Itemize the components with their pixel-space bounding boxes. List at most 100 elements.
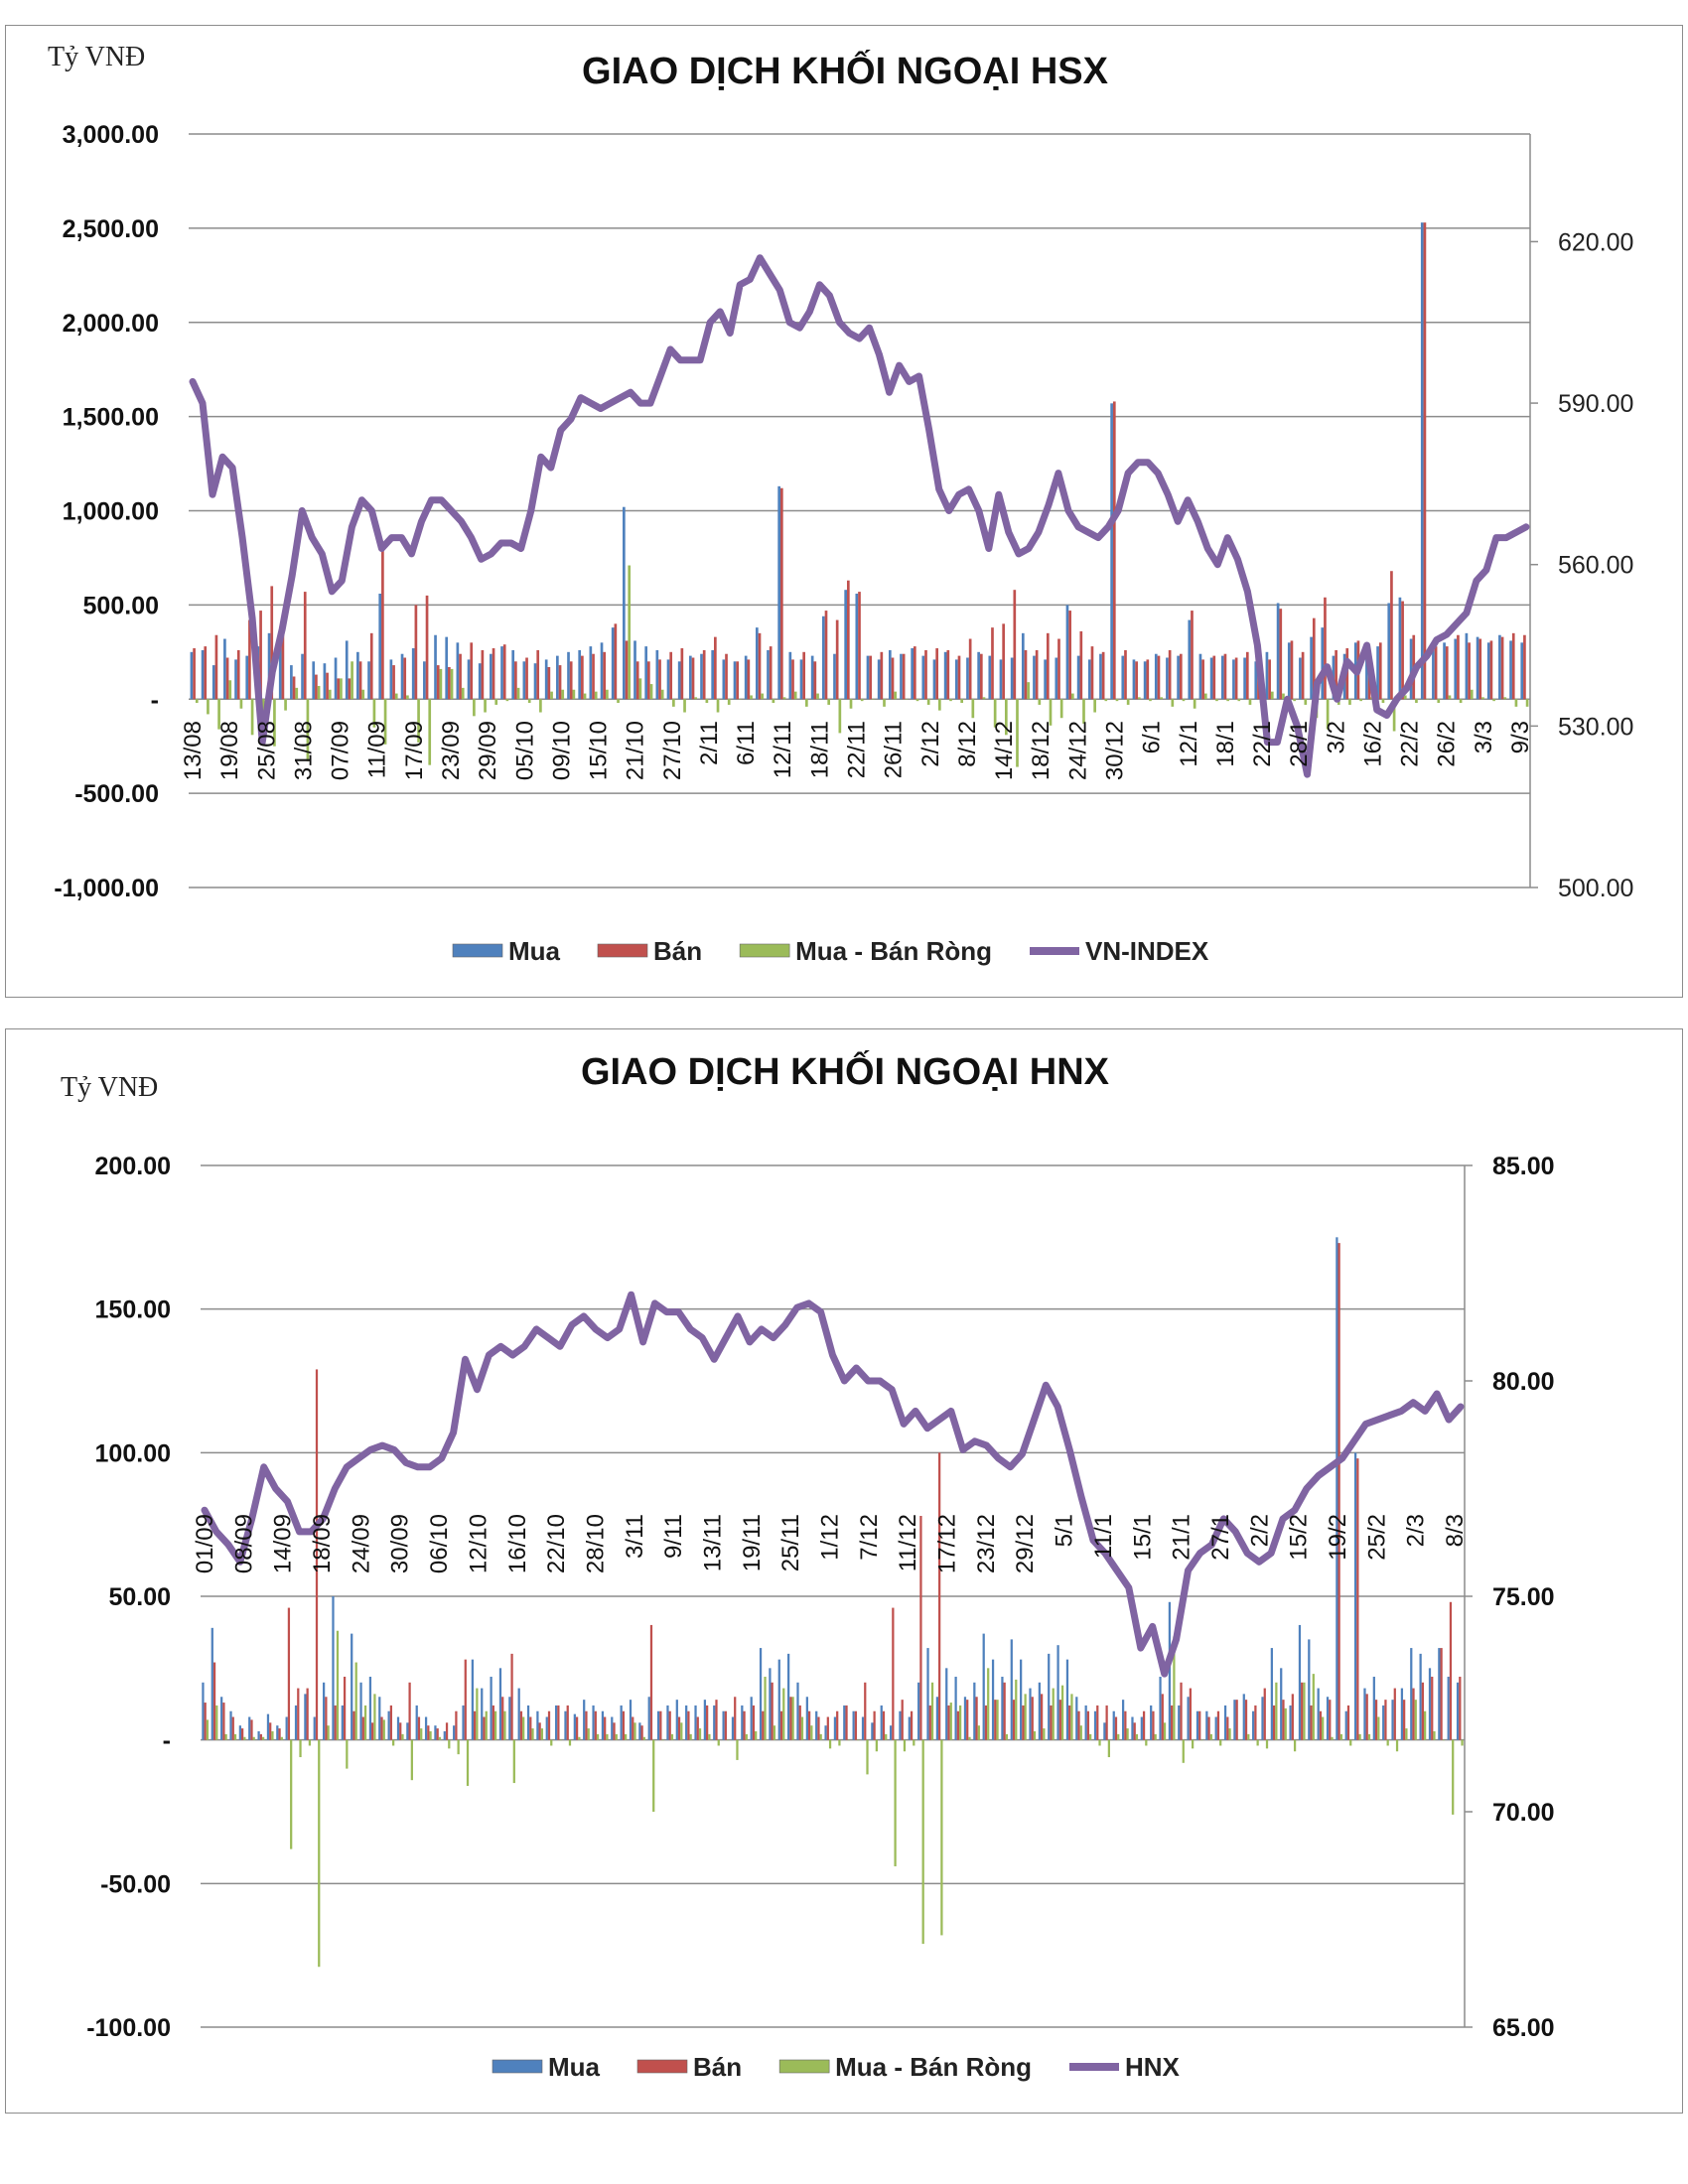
hnx-sell-bar	[864, 1682, 867, 1740]
hsx-sell-bar	[1290, 640, 1294, 700]
hnx-sell-bar	[408, 1682, 411, 1740]
hsx-net-bar	[228, 680, 232, 700]
hsx-sell-bar	[481, 649, 485, 700]
hnx-x-tick-label: 5/1	[1052, 1514, 1078, 1547]
hnx-net-bar	[949, 1703, 952, 1740]
hnx-buy-bar	[899, 1710, 902, 1740]
hsx-x-tick-label: 22/1	[1249, 721, 1276, 767]
hsx-net-bar	[694, 697, 698, 700]
hsx-net-bar	[1359, 699, 1362, 702]
hnx-net-bar	[615, 1733, 618, 1740]
hsx-x-tick-label: 22/2	[1397, 721, 1424, 767]
hsx-buy-bar	[456, 642, 460, 700]
hnx-sell-bar	[436, 1728, 439, 1740]
hnx-y-tick-label: 150.00	[95, 1297, 171, 1324]
hnx-x-tick-label: 16/10	[504, 1514, 531, 1573]
hsx-sell-bar	[392, 665, 395, 700]
hsx-x-tick-label: 16/2	[1359, 721, 1386, 767]
hsx-net-bar	[1226, 699, 1229, 702]
hsx-net-bar	[351, 661, 353, 700]
hnx-sell-bar	[250, 1719, 253, 1740]
hsx-buy-bar	[744, 655, 748, 700]
hnx-net-bar	[224, 1733, 227, 1740]
hnx-buy-bar	[1038, 1682, 1041, 1740]
hsx-sell-bar	[470, 642, 474, 700]
hsx-sell-bar	[381, 548, 384, 700]
hnx-sell-bar	[1114, 1716, 1118, 1740]
hnx-buy-bar	[341, 1705, 344, 1740]
hnx-x-tick-label: 21/1	[1169, 1514, 1196, 1561]
hnx-net-bar	[1126, 1728, 1129, 1740]
hnx-buy-bar	[453, 1725, 456, 1740]
hsx-chart-panel: Tỷ VNĐ GIAO DỊCH KHỐI NGOẠI HSX 3,000.00…	[5, 25, 1683, 998]
hsx-buy-bar	[600, 642, 604, 700]
hnx-net-bar	[485, 1710, 488, 1740]
hsx-buy-bar	[1243, 657, 1246, 700]
hnx-net-bar	[1358, 1733, 1361, 1740]
hnx-buy-bar	[1438, 1648, 1441, 1740]
hnx-sell-bar	[826, 1716, 829, 1740]
hnx-buy-bar	[1029, 1688, 1032, 1740]
hnx-net-bar	[1386, 1739, 1389, 1746]
hsx-buy-bar	[312, 661, 316, 700]
hnx-net-bar	[1339, 1733, 1343, 1740]
hsx-buy-bar	[1509, 640, 1512, 700]
hsx-x-tick-label: 19/08	[216, 721, 243, 780]
hnx-unit-label: Tỷ VNĐ	[61, 1072, 158, 1103]
hsx-buy-bar	[500, 646, 503, 700]
hsx-net-bar	[949, 699, 952, 702]
hnx-sell-bar	[334, 1705, 337, 1740]
hsx-sell-bar	[492, 648, 495, 700]
hnx-net-bar	[1367, 1733, 1371, 1740]
hsx-sell-bar	[824, 611, 828, 700]
hsx-sell-bar	[691, 657, 695, 700]
hnx-buy-bar	[313, 1716, 316, 1740]
hnx-buy-bar	[481, 1688, 484, 1740]
hnx-sell-bar	[1086, 1710, 1090, 1740]
hnx-sell-bar	[529, 1716, 532, 1740]
hnx-net-bar	[1145, 1739, 1148, 1746]
hnx-buy-bar	[861, 1716, 865, 1740]
hnx-legend-swatch-net	[778, 2059, 830, 2074]
hsx-sell-bar	[1312, 617, 1316, 700]
hnx-net-bar	[625, 1733, 628, 1740]
hnx-buy-bar	[415, 1705, 418, 1740]
hnx-net-bar	[243, 1736, 246, 1740]
hnx-sell-bar	[1431, 1677, 1434, 1740]
hsx-x-tick-label: 6/11	[733, 721, 760, 765]
hsx-sell-bar	[1457, 634, 1460, 700]
hnx-buy-bar	[378, 1697, 381, 1740]
hnx-buy-bar	[638, 1722, 641, 1740]
hnx-buy-bar	[1140, 1716, 1143, 1740]
hsx-sell-bar	[459, 653, 462, 700]
hsx-sell-bar	[1234, 657, 1238, 700]
hnx-net-bar	[606, 1733, 609, 1740]
hsx-buy-bar	[900, 653, 903, 700]
hsx-sell-bar	[214, 634, 218, 700]
hnx-buy-bar	[1400, 1688, 1404, 1740]
hnx-sell-bar	[640, 1725, 643, 1740]
hnx-net-bar	[764, 1677, 767, 1740]
hnx-net-bar	[373, 1694, 376, 1740]
hsx-x-tick-label: 11/09	[364, 721, 391, 778]
hnx-sell-bar	[779, 1710, 783, 1740]
hsx-net-bar	[207, 699, 210, 715]
hsx-buy-bar	[966, 657, 969, 700]
hnx-buy-bar	[796, 1682, 799, 1740]
hnx-sell-bar	[762, 1710, 765, 1740]
hsx-buy-bar	[1154, 653, 1158, 700]
hnx-buy-bar	[973, 1682, 976, 1740]
hsx-net-bar	[406, 695, 409, 700]
hsx-buy-bar	[511, 649, 515, 700]
hsx-buy-bar	[567, 651, 570, 700]
hsx-net-bar	[1038, 699, 1042, 705]
hnx-x-tick-label: 18/09	[309, 1514, 336, 1573]
hsx-buy-bar	[855, 593, 859, 700]
hnx-sell-bar	[984, 1705, 988, 1740]
hnx-sell-bar	[455, 1710, 458, 1740]
hsx-net-bar	[716, 699, 720, 713]
hnx-net-bar	[1043, 1728, 1046, 1740]
hsx-buy-bar	[733, 661, 737, 700]
hsx-y-tick-label: 1,000.00	[63, 498, 159, 526]
hnx-sell-bar	[659, 1710, 662, 1740]
